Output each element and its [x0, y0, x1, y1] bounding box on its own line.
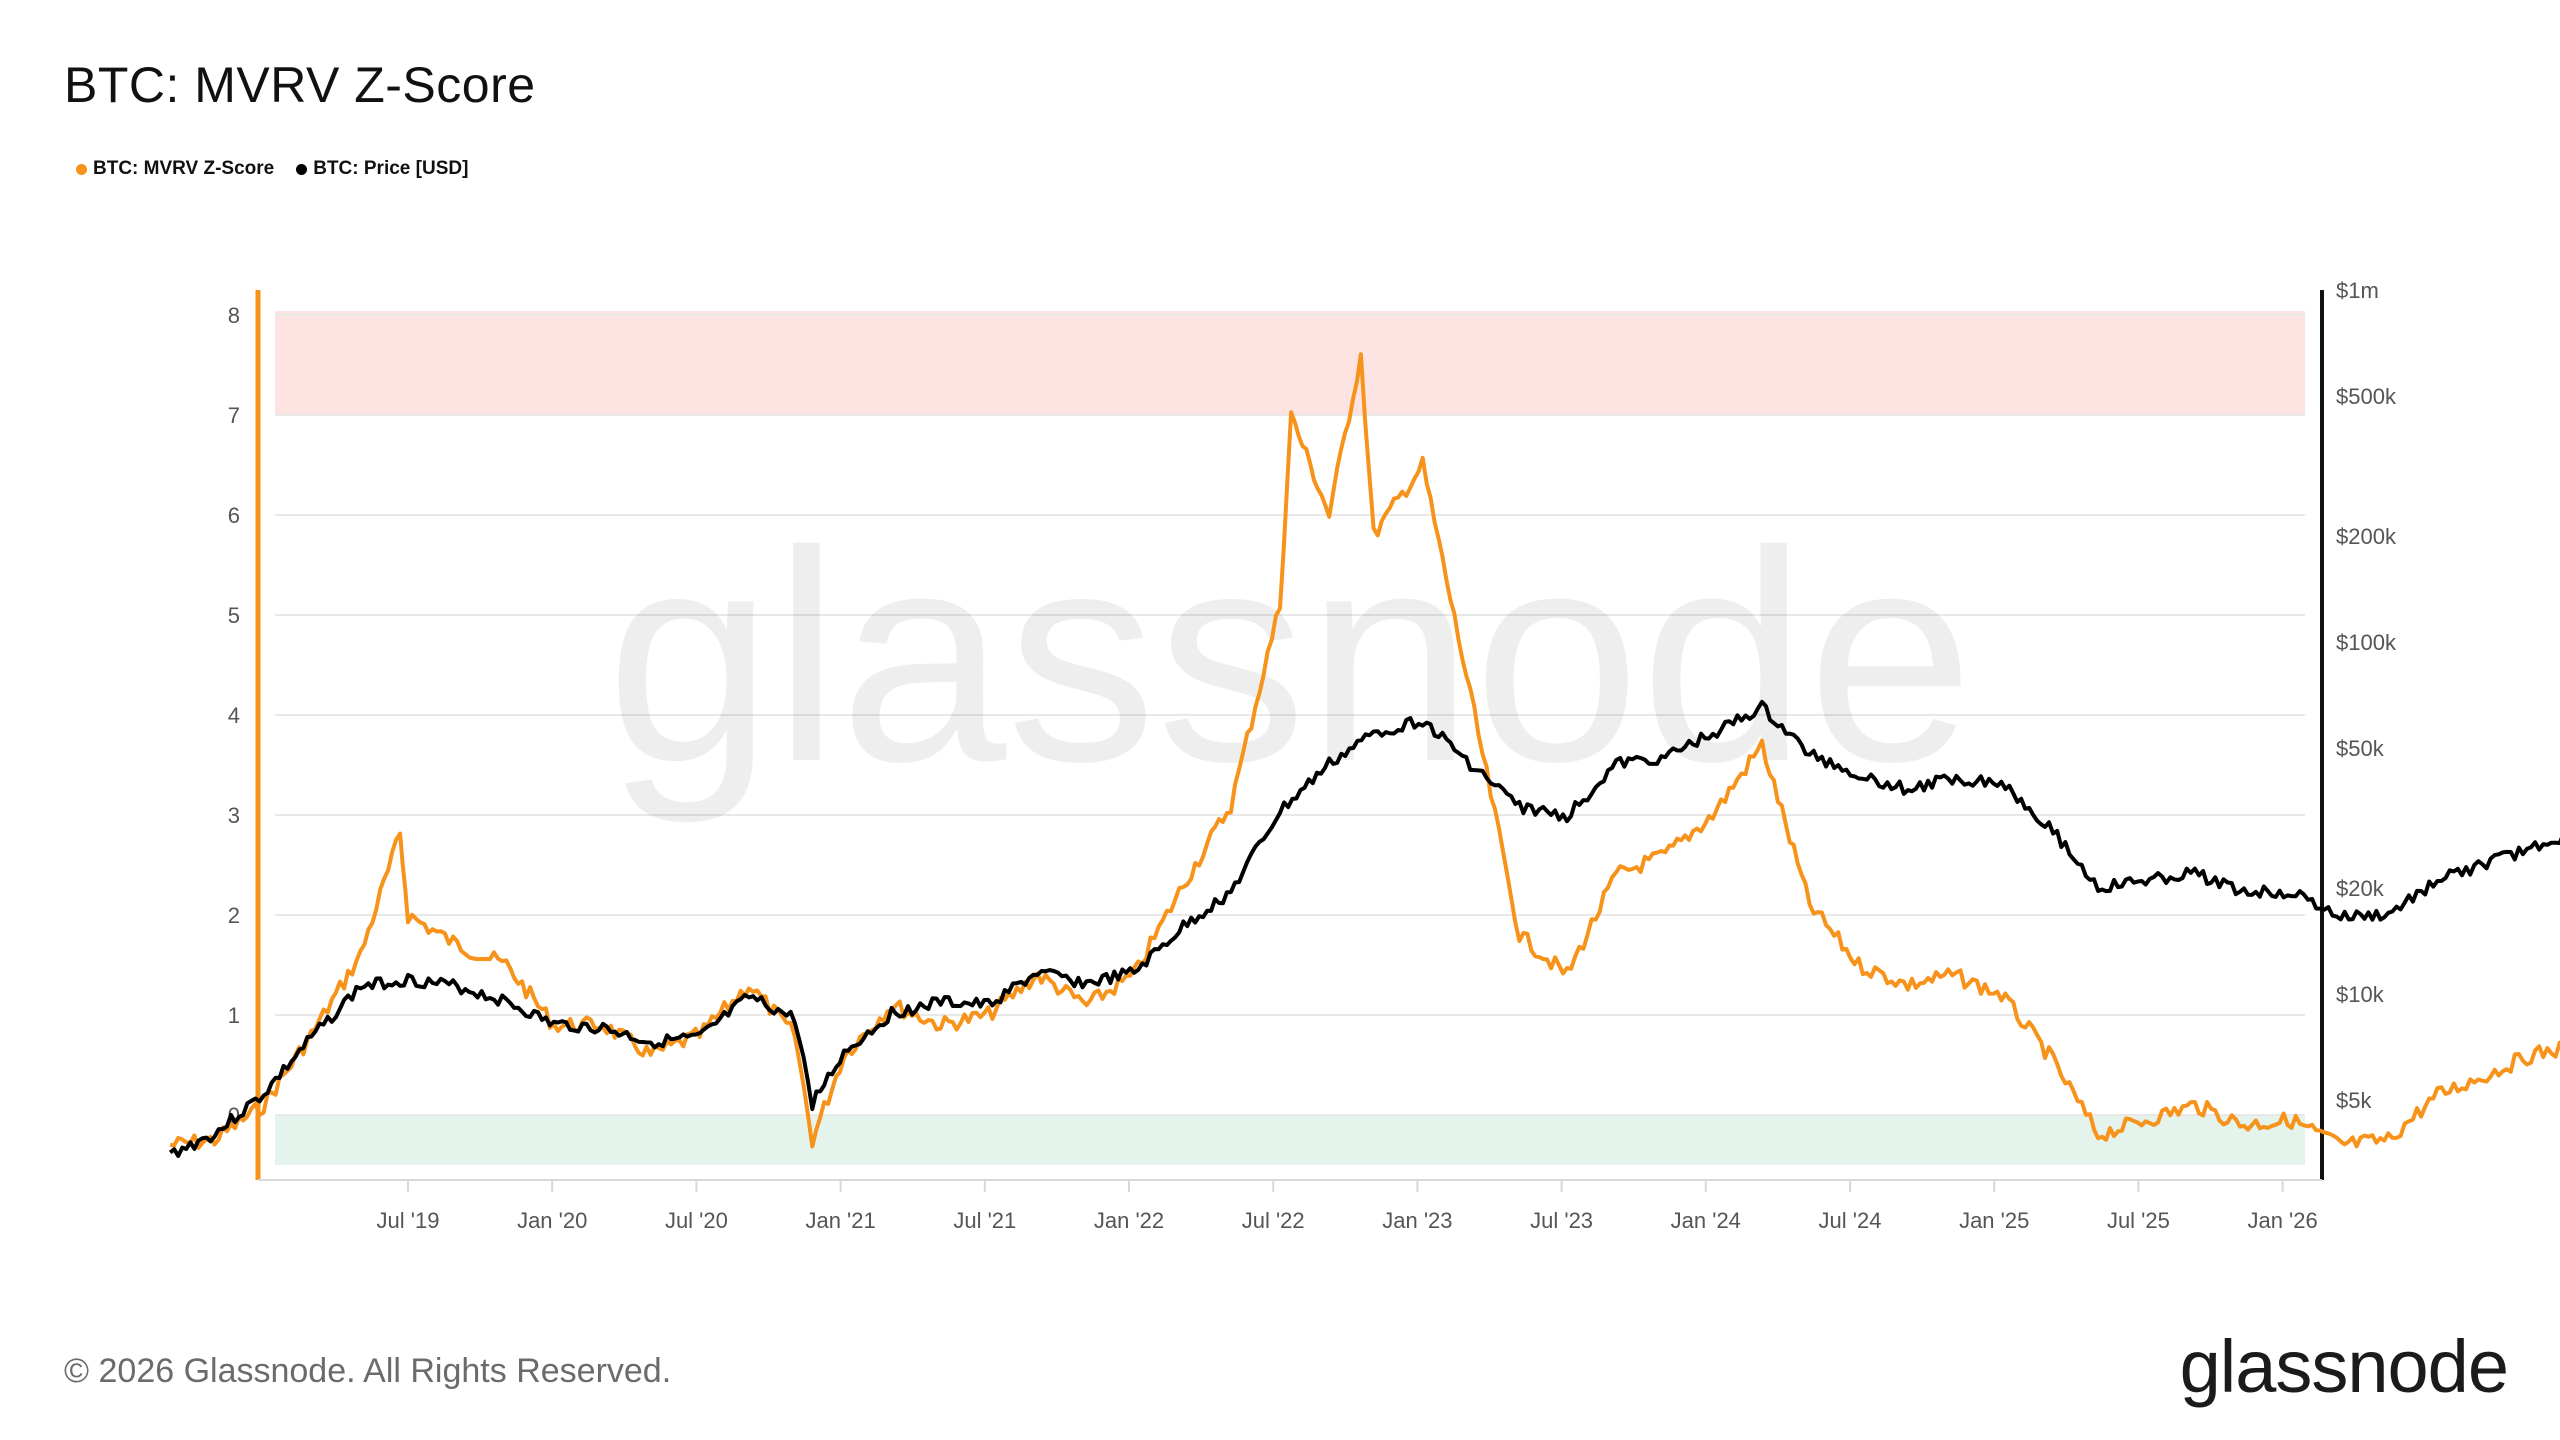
legend-item-zscore[interactable]: BTC: MVRV Z-Score [76, 158, 274, 180]
x-tick-label: Jan '22 [1094, 1208, 1164, 1233]
x-tick-label: Jan '21 [805, 1208, 875, 1233]
x-tick-label: Jul '23 [1530, 1208, 1593, 1233]
gridlines [275, 314, 2305, 1116]
chart-title: BTC: MVRV Z-Score [64, 57, 536, 113]
zscore-line [169, 352, 2560, 1150]
legend-label-price: BTC: Price [USD] [313, 158, 469, 179]
y-left-tick-label: 3 [228, 803, 240, 828]
x-tick-label: Jan '25 [1959, 1208, 2029, 1233]
x-tick-label: Jan '23 [1382, 1208, 1452, 1233]
y-right-tick-label: $500k [2336, 384, 2397, 409]
price-line [168, 699, 2560, 1158]
y-left-tick-label: 1 [228, 1003, 240, 1028]
glassnode-logo[interactable]: glassnode [2179, 1325, 2509, 1408]
y-left-tick-label: 8 [228, 303, 240, 328]
x-tick-label: Jan '20 [517, 1208, 587, 1233]
legend-dot-price [296, 163, 308, 175]
y-right-tick-label: $1m [2336, 278, 2379, 303]
undervalued-band [275, 1115, 2305, 1165]
series-lines [168, 352, 2560, 1158]
y-left-tick-label: 5 [228, 603, 240, 628]
x-tick-label: Jan '26 [2247, 1208, 2317, 1233]
y-left-tick-label: 4 [228, 703, 240, 728]
y-right-tick-label: $100k [2336, 630, 2397, 655]
x-tick-label: Jul '22 [1242, 1208, 1305, 1233]
tick-labels: 012345678$5k$10k$20k$50k$100k$200k$500k$… [228, 278, 2397, 1233]
x-tick-label: Jul '20 [665, 1208, 728, 1233]
axes [255, 290, 2324, 1181]
x-tick-label: Jul '21 [953, 1208, 1016, 1233]
overvalued-band [275, 311, 2305, 415]
x-tick-label: Jan '24 [1671, 1208, 1741, 1233]
y-left-tick-label: 7 [228, 403, 240, 428]
legend-label-zscore: BTC: MVRV Z-Score [93, 158, 275, 179]
x-tick-label: Jul '24 [1819, 1208, 1882, 1233]
y-right-tick-label: $5k [2336, 1088, 2372, 1113]
y-right-tick-label: $20k [2336, 876, 2385, 901]
y-right-tick-label: $200k [2336, 524, 2397, 549]
legend-item-price[interactable]: BTC: Price [USD] [296, 158, 468, 180]
y-left-tick-label: 6 [228, 503, 240, 528]
x-tick-label: Jul '19 [377, 1208, 440, 1233]
legend-dot-zscore [76, 163, 87, 175]
threshold-bands [275, 311, 2305, 1165]
x-tick-label: Jul '25 [2107, 1208, 2170, 1233]
y-left-tick-label: 2 [228, 903, 240, 928]
y-right-tick-label: $10k [2336, 982, 2385, 1007]
copyright-text: © 2026 Glassnode. All Rights Reserved. [64, 1352, 672, 1390]
legend: BTC: MVRV Z-Score BTC: Price [USD] [76, 158, 468, 180]
y-right-tick-label: $50k [2336, 736, 2385, 761]
